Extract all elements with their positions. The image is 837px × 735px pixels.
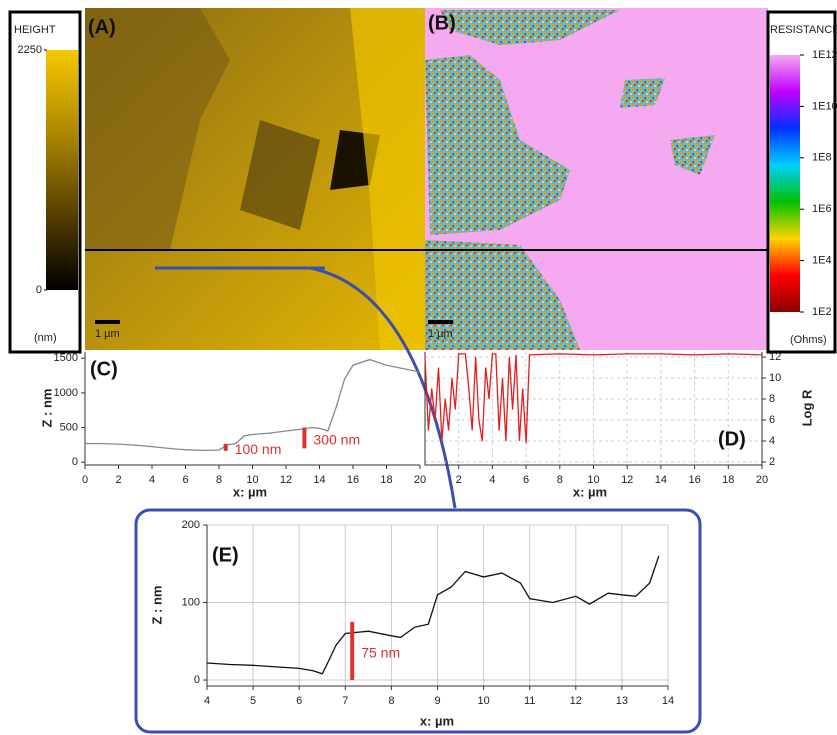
x-tick-label: 14 (662, 695, 674, 707)
y-tick-label: 200 (182, 519, 200, 531)
colorbar (770, 55, 800, 312)
data-line (84, 358, 421, 452)
x-tick-label: 5 (250, 695, 256, 707)
x-tick-label: 16 (688, 474, 700, 486)
scale-bar-label: 1 µm (428, 328, 453, 340)
y-tick-label: 0 (194, 674, 200, 686)
y-tick-label: 1500 (54, 352, 78, 364)
x-tick-label: 16 (347, 474, 359, 486)
height-marker (350, 621, 355, 681)
x-tick-label: 12 (570, 695, 582, 707)
x-tick-label: 20 (756, 474, 768, 486)
x-tick-label: 8 (388, 695, 394, 707)
x-tick-label: 12 (280, 474, 292, 486)
axis (206, 525, 668, 687)
x-tick-label: 6 (296, 695, 302, 707)
axis (84, 352, 420, 466)
x-tick-label: 14 (313, 474, 325, 486)
colorbar-tick-label: 1E10 (812, 100, 837, 112)
x-tick-label: 10 (587, 474, 599, 486)
x-axis-label: x: µm (420, 713, 454, 728)
x-tick-label: 4 (149, 474, 155, 486)
x-axis-label: x: µm (233, 484, 267, 499)
x-tick-label: 18 (380, 474, 392, 486)
colorbar-tick-label: 1E6 (812, 203, 832, 215)
connector (309, 266, 457, 509)
colorbar-title: RESISTANCE (770, 24, 837, 36)
y-tick-label: 12 (769, 351, 781, 363)
y-axis-label: Log R (799, 389, 814, 426)
y-tick-label: 8 (769, 393, 775, 405)
colorbar (46, 50, 78, 290)
x-tick-label: 12 (621, 474, 633, 486)
y-tick-label: 500 (60, 421, 78, 433)
colorbar-title: HEIGHT (14, 24, 56, 36)
x-tick-label: 20 (414, 474, 426, 486)
x-tick-label: 6 (182, 474, 188, 486)
y-axis-label: Z : nm (39, 389, 54, 428)
x-tick-label: 10 (246, 474, 258, 486)
x-tick-label: 10 (477, 695, 489, 707)
x-axis-label: x: µm (573, 484, 607, 499)
x-tick-label: 9 (434, 695, 440, 707)
y-tick-label: 6 (769, 414, 775, 426)
x-tick-label: 4 (489, 474, 495, 486)
annotation: 100 nm (235, 441, 282, 457)
x-tick-label: 8 (557, 474, 563, 486)
x-tick-label: 18 (722, 474, 734, 486)
x-tick-label: 6 (523, 474, 529, 486)
colorbar-tick-label: 0 (36, 284, 42, 296)
y-tick-label: 1000 (54, 387, 78, 399)
x-tick-label: 8 (216, 474, 222, 486)
scale-bar-label: 1 µm (95, 328, 120, 340)
x-tick-label: 11 (524, 695, 535, 707)
colorbar-unit: (Ohms) (790, 334, 827, 346)
annotation: 300 nm (313, 432, 360, 448)
axis (424, 352, 763, 466)
height-map: (A) 1 µm (85, 8, 425, 350)
x-tick-label: 7 (342, 695, 348, 707)
data-line (424, 353, 763, 444)
annotation: 75 nm (361, 645, 400, 661)
colorbar-tick-label: 1E12 (812, 49, 837, 61)
colorbar-tick-label: 1E4 (812, 255, 832, 267)
colorbar-unit: (nm) (34, 332, 57, 344)
panel-label: (E) (212, 544, 239, 566)
colorbar-tick-label: 1E8 (812, 152, 832, 164)
panel-label: (D) (718, 428, 746, 450)
x-tick-label: 14 (655, 474, 667, 486)
height-marker (302, 427, 307, 449)
colorbar-tick-label: 2250 (18, 44, 42, 56)
panel-label: (B) (428, 12, 456, 34)
inset-frame (134, 508, 702, 734)
resistance-map: (B) 1 µm (425, 8, 768, 350)
y-tick-label: 4 (769, 435, 775, 447)
panel-label: (A) (88, 16, 116, 38)
x-tick-label: 4 (204, 695, 210, 707)
data-line (206, 555, 660, 675)
panel-label: (C) (90, 358, 118, 380)
y-tick-label: 10 (769, 372, 781, 384)
x-tick-label: 2 (115, 474, 121, 486)
y-axis-label: Z : nm (149, 586, 164, 625)
y-tick-label: 0 (72, 456, 78, 468)
x-tick-label: 0 (82, 474, 88, 486)
x-tick-label: 13 (616, 695, 628, 707)
colorbar-tick-label: 1E2 (812, 306, 832, 318)
y-tick-label: 2 (769, 456, 775, 468)
height-marker (223, 443, 228, 451)
x-tick-label: 2 (456, 474, 462, 486)
y-tick-label: 100 (182, 596, 200, 608)
